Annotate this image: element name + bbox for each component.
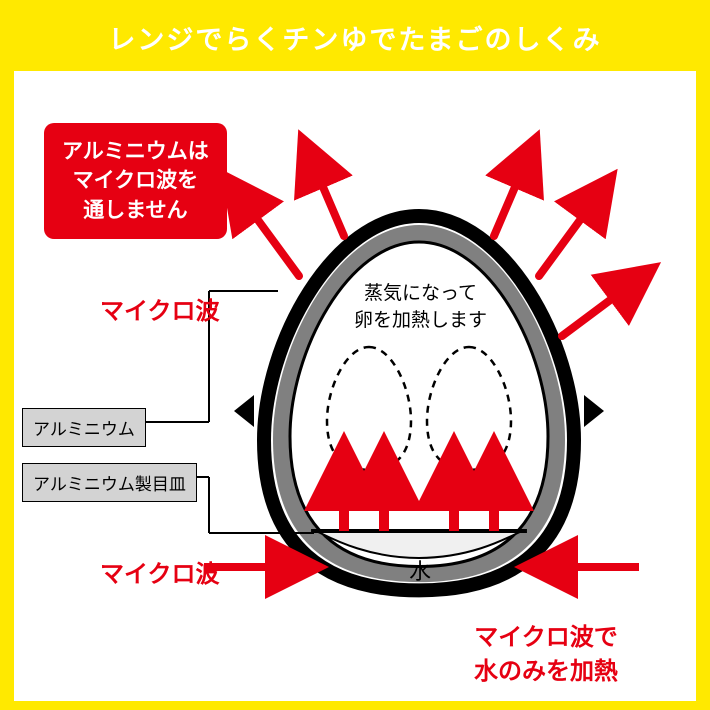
callout-line3: 通しません <box>83 199 187 222</box>
steam-line2: 卵を加熱します <box>354 310 487 331</box>
microwave-label-top: マイクロ波 <box>100 291 220 326</box>
callout-line2: マイクロ波を <box>73 169 199 192</box>
callout-line1: アルミニウムは <box>62 140 209 163</box>
aluminum-label: アルミニウム <box>22 408 146 447</box>
note-line2: 水のみを加熱 <box>474 658 618 685</box>
aluminum-callout: アルミニウムは マイクロ波を 通しません <box>44 123 227 239</box>
header-title: レンジでらくチンゆでたまごのしくみ <box>14 14 696 71</box>
note-line1: マイクロ波で <box>474 624 618 651</box>
steam-line1: 蒸気になって <box>364 283 477 304</box>
bottom-note: マイクロ波で 水のみを加熱 <box>474 621 618 688</box>
microwave-label-bottom: マイクロ波 <box>100 554 220 589</box>
steam-label: 蒸気になって 卵を加熱します <box>354 281 487 334</box>
water-label: 水 <box>409 554 431 586</box>
aluminum-plate-label: アルミニウム製目皿 <box>22 463 197 502</box>
outer-frame: レンジでらくチンゆでたまごのしくみ アルミニウムは マイクロ波を 通しません マ… <box>0 0 710 710</box>
diagram-panel: アルミニウムは マイクロ波を 通しません マイクロ波 マイクロ波 アルミニウム … <box>14 71 696 701</box>
